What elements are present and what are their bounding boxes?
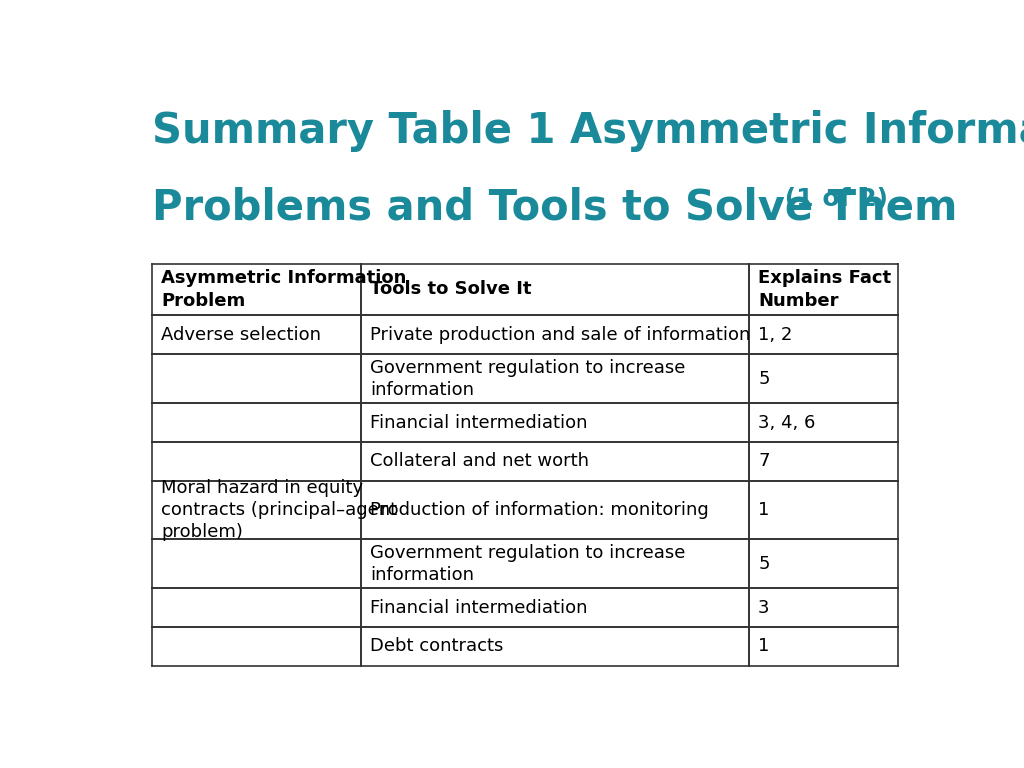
Text: 7: 7 [758,452,770,471]
Text: 1, 2: 1, 2 [758,326,793,343]
Text: Debt contracts: Debt contracts [371,637,504,655]
Text: Adverse selection: Adverse selection [162,326,322,343]
Text: Financial intermediation: Financial intermediation [371,599,588,617]
Text: Problems and Tools to Solve Them: Problems and Tools to Solve Them [152,187,957,229]
Text: Explains Fact
Number: Explains Fact Number [758,270,891,310]
Text: 3, 4, 6: 3, 4, 6 [758,414,815,432]
Text: Government regulation to increase
information: Government regulation to increase inform… [371,359,686,399]
Text: (1 of 2): (1 of 2) [776,187,888,210]
Text: Tools to Solve It: Tools to Solve It [371,280,531,299]
Text: Collateral and net worth: Collateral and net worth [371,452,589,471]
Text: 5: 5 [758,554,770,573]
Text: 5: 5 [758,369,770,388]
Text: 1: 1 [758,637,769,655]
Text: Production of information: monitoring: Production of information: monitoring [371,501,709,519]
Text: Summary Table 1 Asymmetric Information: Summary Table 1 Asymmetric Information [152,110,1024,152]
Text: Moral hazard in equity
contracts (principal–agent
problem): Moral hazard in equity contracts (princi… [162,478,397,541]
Text: Asymmetric Information
Problem: Asymmetric Information Problem [162,270,407,310]
Text: 3: 3 [758,599,770,617]
Text: Private production and sale of information: Private production and sale of informati… [371,326,751,343]
Text: Financial intermediation: Financial intermediation [371,414,588,432]
Text: 1: 1 [758,501,769,519]
Text: Government regulation to increase
information: Government regulation to increase inform… [371,544,686,584]
